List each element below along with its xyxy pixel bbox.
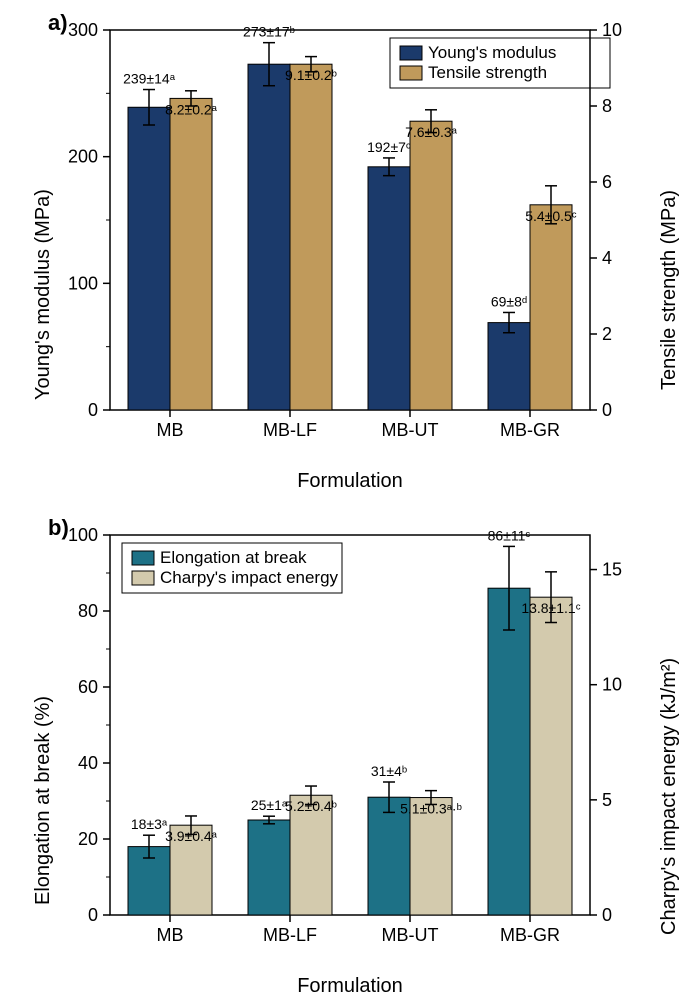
svg-text:MB-UT: MB-UT <box>382 420 439 440</box>
svg-text:MB-GR: MB-GR <box>500 925 560 945</box>
svg-text:MB-GR: MB-GR <box>500 420 560 440</box>
svg-text:69±8ᵈ: 69±8ᵈ <box>491 293 527 309</box>
svg-text:8: 8 <box>602 96 612 116</box>
svg-text:60: 60 <box>78 677 98 697</box>
svg-text:MB-LF: MB-LF <box>263 925 317 945</box>
svg-text:31±4ᵇ: 31±4ᵇ <box>371 763 407 779</box>
panel-a-ylabel-left: Young's modulus (MPa) <box>32 189 55 400</box>
svg-text:Charpy's impact energy: Charpy's impact energy <box>160 568 339 587</box>
svg-text:10: 10 <box>602 675 622 695</box>
svg-text:15: 15 <box>602 560 622 580</box>
svg-text:200: 200 <box>68 147 98 167</box>
svg-text:20: 20 <box>78 829 98 849</box>
svg-text:2: 2 <box>602 324 612 344</box>
svg-text:40: 40 <box>78 753 98 773</box>
svg-text:Young's modulus: Young's modulus <box>428 43 556 62</box>
panel-b-label: b) <box>48 515 69 541</box>
svg-text:0: 0 <box>602 905 612 925</box>
figure: a) Young's modulus (MPa) Tensile strengt… <box>0 0 689 1008</box>
panel-a-label: a) <box>48 10 68 36</box>
svg-text:192±7ᶜ: 192±7ᶜ <box>367 139 411 155</box>
svg-text:MB: MB <box>157 925 184 945</box>
panel-b-xlabel: Formulation <box>40 975 660 998</box>
svg-text:25±1ᵃ: 25±1ᵃ <box>251 797 288 813</box>
panel-b-ylabel-left: Elongation at break (%) <box>32 696 55 905</box>
svg-text:9.1±0.2ᵇ: 9.1±0.2ᵇ <box>285 67 337 83</box>
svg-text:MB-LF: MB-LF <box>263 420 317 440</box>
svg-text:5.4±0.5ᶜ: 5.4±0.5ᶜ <box>525 208 577 224</box>
panel-a: a) Young's modulus (MPa) Tensile strengt… <box>40 10 660 500</box>
svg-text:MB: MB <box>157 420 184 440</box>
svg-text:Tensile strength: Tensile strength <box>428 63 547 82</box>
svg-text:273±17ᵇ: 273±17ᵇ <box>243 24 295 40</box>
svg-text:5.1±0.3ᵃ·ᵇ: 5.1±0.3ᵃ·ᵇ <box>400 801 462 817</box>
svg-text:5.2±0.4ᵇ: 5.2±0.4ᵇ <box>285 798 337 814</box>
panel-a-chart: 0 100 200 300 0 2 4 6 8 10 MB 239±14ᵃ 8.2±0.2ᵃ MB-LF 2… <box>40 10 660 450</box>
svg-text:5: 5 <box>602 790 612 810</box>
svg-text:4: 4 <box>602 248 612 268</box>
svg-text:239±14ᵃ: 239±14ᵃ <box>123 71 176 87</box>
panel-b-chart: 0 20 40 60 80 100 0 5 10 15 MB 18±3ᵃ3.9±0.4ᵃ MB-LF 25… <box>40 515 660 955</box>
panel-a-xlabel: Formulation <box>40 470 660 493</box>
panel-b-ylabel-right: Charpy's impact energy (kJ/m²) <box>658 658 681 935</box>
svg-text:86±11ᶜ: 86±11ᶜ <box>488 527 531 543</box>
svg-text:0: 0 <box>602 400 612 420</box>
svg-text:13.8±1.1ᶜ: 13.8±1.1ᶜ <box>521 600 580 616</box>
svg-text:100: 100 <box>68 273 98 293</box>
svg-text:300: 300 <box>68 20 98 40</box>
panel-b: b) Elongation at break (%) Charpy's impa… <box>40 515 660 1005</box>
svg-text:0: 0 <box>88 905 98 925</box>
svg-text:10: 10 <box>602 20 622 40</box>
svg-text:18±3ᵃ: 18±3ᵃ <box>131 816 168 832</box>
svg-text:7.6±0.3ᵃ: 7.6±0.3ᵃ <box>405 124 458 140</box>
svg-text:6: 6 <box>602 172 612 192</box>
svg-text:100: 100 <box>68 525 98 545</box>
panel-a-ylabel-right: Tensile strength (MPa) <box>658 190 681 390</box>
svg-text:8.2±0.2ᵃ: 8.2±0.2ᵃ <box>165 101 218 117</box>
svg-text:80: 80 <box>78 601 98 621</box>
svg-text:Elongation at break: Elongation at break <box>160 548 307 567</box>
svg-text:MB-UT: MB-UT <box>382 925 439 945</box>
svg-text:0: 0 <box>88 400 98 420</box>
svg-text:3.9±0.4ᵃ: 3.9±0.4ᵃ <box>165 828 218 844</box>
